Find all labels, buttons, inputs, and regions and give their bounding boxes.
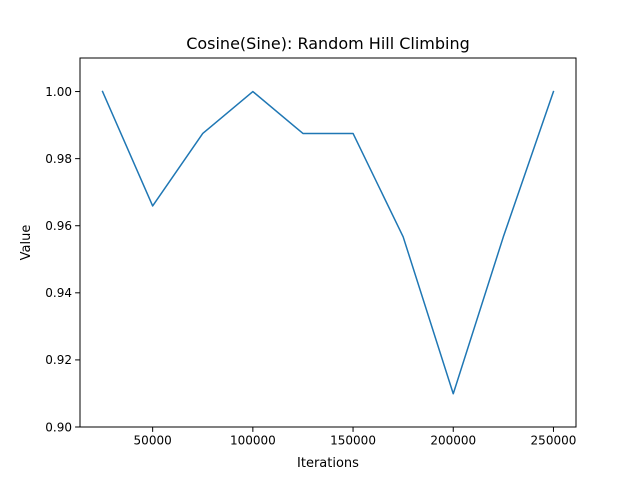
axes-frame <box>79 57 577 428</box>
y-tick-label: 0.94 <box>45 286 72 300</box>
plot-background <box>80 58 576 427</box>
x-tick-label: 100000 <box>230 434 276 448</box>
x-tick-label: 150000 <box>330 434 376 448</box>
y-tick-label: 0.98 <box>45 152 72 166</box>
x-axis-label: Iterations <box>297 456 359 471</box>
plot-area <box>79 57 577 428</box>
x-tick-label: 250000 <box>531 434 577 448</box>
x-axis: 50000 100000 150000 200000 250000 <box>134 427 577 448</box>
series-line-1 <box>101 90 555 395</box>
series-layer <box>101 90 555 395</box>
y-axis: 0.90 0.92 0.94 0.96 0.98 1.00 <box>45 85 80 434</box>
y-tick-label: 0.96 <box>45 219 72 233</box>
x-tick-label: 50000 <box>134 434 172 448</box>
y-tick-label: 0.92 <box>45 353 72 367</box>
x-tick-label: 200000 <box>430 434 476 448</box>
chart-title: Cosine(Sine): Random Hill Climbing <box>186 34 470 53</box>
y-tick-label: 1.00 <box>45 85 72 99</box>
y-tick-label: 0.90 <box>45 420 72 434</box>
y-axis-label: Value <box>19 225 34 261</box>
